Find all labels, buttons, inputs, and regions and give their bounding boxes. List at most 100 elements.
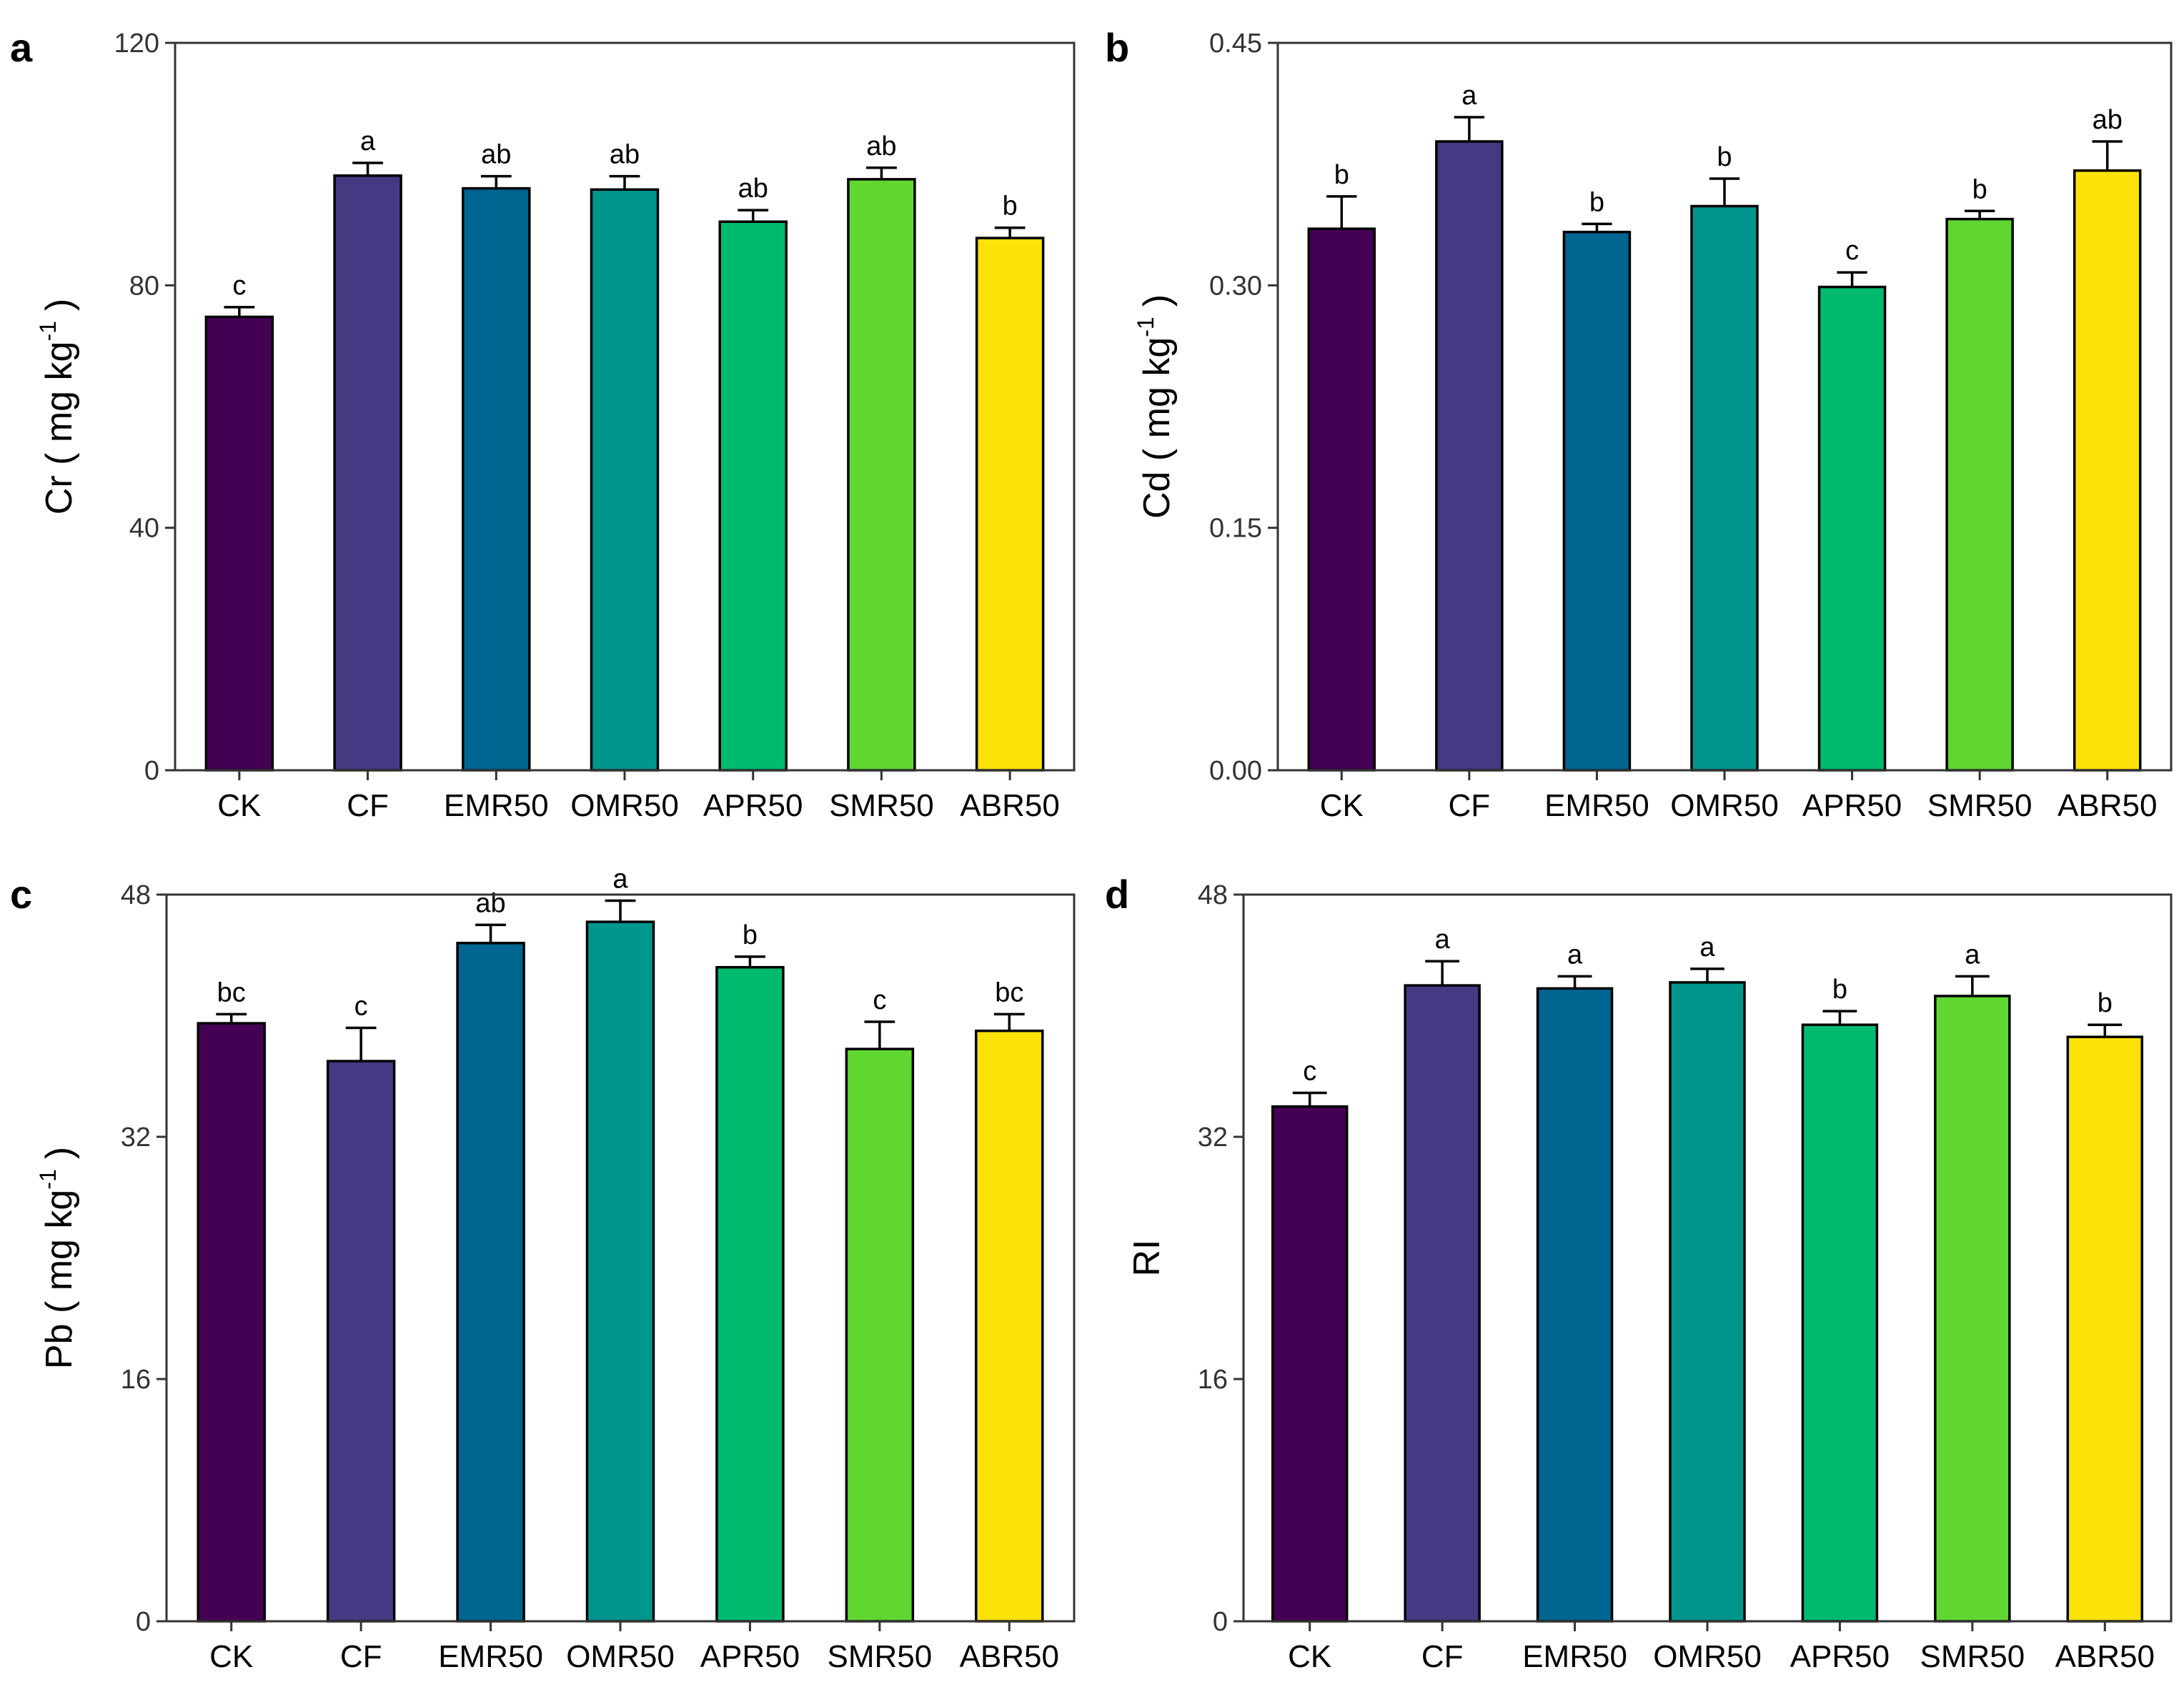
- x-tick-label: ABR50: [960, 1639, 1059, 1674]
- y-axis-label: Cr ( mg kg-1): [35, 299, 80, 514]
- bar-cf: [1404, 984, 1481, 1623]
- bar-ck: [204, 315, 274, 772]
- significance-letter: a: [1567, 940, 1583, 970]
- x-tick-label: SMR50: [827, 1639, 932, 1674]
- bar-smr50: [845, 1047, 915, 1623]
- y-axis-label-main: Pb ( mg kg: [39, 1190, 80, 1369]
- bar-omr50: [590, 188, 660, 772]
- significance-letter: a: [612, 864, 628, 894]
- bar-omr50: [585, 920, 655, 1623]
- y-axis-label-main: Cr ( mg kg: [39, 342, 80, 515]
- y-tick-label: 48: [121, 880, 151, 910]
- x-tick-label: CF: [1421, 1639, 1464, 1674]
- panel-c: cPb ( mg kg-1)0163248bcCKcCFabEMR50aOMR5…: [10, 864, 1076, 1674]
- significance-letter: a: [360, 126, 376, 156]
- y-tick-label: 0.15: [1209, 514, 1262, 544]
- plot-frame: [1276, 41, 2173, 772]
- panel-a: a Cr ( mg kg-1) 0 40 80 120 c CK a CF ab EMR50 ab OMR…: [10, 25, 1076, 823]
- x-tick-label: EMR50: [444, 788, 549, 823]
- x-tick-label: EMR50: [438, 1639, 543, 1674]
- significance-letter: ab: [738, 174, 768, 204]
- significance-letter: bc: [217, 977, 246, 1007]
- significance-letter: b: [1717, 142, 1732, 172]
- significance-letter: ab: [2093, 105, 2123, 135]
- y-axis-label-end: ): [39, 1147, 80, 1159]
- y-tick-label: 16: [1198, 1365, 1228, 1395]
- significance-letter: ab: [475, 888, 505, 918]
- x-tick-label: SMR50: [1920, 1639, 2025, 1674]
- y-axis-label: RI: [1126, 1240, 1168, 1277]
- bar-ck: [197, 1022, 266, 1623]
- y-tick-label: 120: [114, 29, 159, 59]
- bar-ck: [1307, 227, 1376, 772]
- panel-b: b Cd ( mg kg-1) 0.00 0.15 0.30 0.45 b CK a CF b EMR…: [1105, 25, 2173, 823]
- x-tick-label: APR50: [700, 1639, 800, 1674]
- y-axis-label: Pb ( mg kg-1): [35, 1147, 80, 1369]
- significance-letter: b: [1832, 975, 1847, 1005]
- x-tick-label: OMR50: [1653, 1639, 1762, 1674]
- y-tick-label: 80: [129, 271, 159, 301]
- y-tick-label: 0: [144, 756, 159, 786]
- x-tick-label: CK: [209, 1639, 253, 1674]
- y-axis-label-main: RI: [1126, 1240, 1168, 1277]
- significance-letter: b: [1334, 160, 1349, 190]
- y-tick-label: 48: [1198, 880, 1228, 910]
- bar-apr50: [1817, 285, 1887, 772]
- y-axis-label: Cd ( mg kg-1): [1133, 294, 1178, 519]
- bar-ck: [1271, 1105, 1349, 1623]
- x-tick-label: APR50: [1790, 1639, 1890, 1674]
- significance-letter: b: [2098, 988, 2113, 1018]
- plot-frame: [1242, 893, 2173, 1623]
- y-tick-label: 0.00: [1209, 756, 1262, 786]
- x-tick-label: ABR50: [2055, 1639, 2155, 1674]
- significance-letter: b: [1003, 191, 1018, 222]
- bar-cf: [1435, 140, 1504, 772]
- significance-letter: b: [1972, 174, 1987, 204]
- significance-letter: b: [1589, 187, 1604, 217]
- plot-frame: [165, 893, 1076, 1623]
- significance-letter: c: [1845, 236, 1859, 266]
- x-tick-label: CK: [217, 788, 261, 823]
- x-tick-label: OMR50: [566, 1639, 675, 1674]
- bar-cf: [333, 174, 402, 772]
- bar-omr50: [1669, 981, 1746, 1623]
- significance-letter: a: [1435, 925, 1451, 955]
- y-axis-label-sup: -1: [1133, 317, 1158, 337]
- panel-label: c: [10, 872, 32, 917]
- significance-letter: c: [873, 985, 886, 1015]
- x-tick-label: APR50: [703, 788, 803, 823]
- x-tick-label: CF: [1449, 788, 1491, 823]
- bar-abr50: [975, 1029, 1044, 1623]
- y-tick-label: 40: [129, 514, 159, 544]
- y-tick-label: 0: [1213, 1607, 1228, 1637]
- bar-smr50: [847, 178, 916, 772]
- bar-emr50: [1536, 987, 1614, 1623]
- bar-emr50: [1562, 230, 1632, 772]
- bar-abr50: [2073, 169, 2142, 772]
- significance-letter: b: [743, 920, 758, 950]
- x-tick-label: EMR50: [1522, 1639, 1627, 1674]
- bar-smr50: [1945, 217, 2014, 772]
- y-tick-label: 16: [121, 1365, 151, 1395]
- panel-label: a: [10, 25, 33, 70]
- significance-letter: bc: [995, 977, 1023, 1007]
- x-tick-label: ABR50: [2058, 788, 2157, 823]
- bar-apr50: [715, 965, 785, 1623]
- significance-letter: c: [1303, 1057, 1316, 1087]
- x-tick-label: CF: [340, 1639, 382, 1674]
- panel-label: d: [1105, 872, 1129, 917]
- x-tick-label: CK: [1320, 788, 1364, 823]
- bar-apr50: [718, 220, 788, 772]
- x-tick-label: ABR50: [960, 788, 1059, 823]
- significance-letter: ab: [610, 140, 640, 170]
- y-tick-label: 32: [1198, 1123, 1228, 1153]
- x-tick-label: CF: [347, 788, 389, 823]
- x-tick-label: APR50: [1802, 788, 1902, 823]
- bar-emr50: [462, 186, 531, 772]
- x-tick-label: EMR50: [1544, 788, 1649, 823]
- significance-letter: c: [354, 991, 368, 1021]
- y-axis-label-end: ): [39, 299, 80, 311]
- significance-letter: c: [232, 271, 246, 301]
- y-tick-label: 0: [136, 1607, 151, 1637]
